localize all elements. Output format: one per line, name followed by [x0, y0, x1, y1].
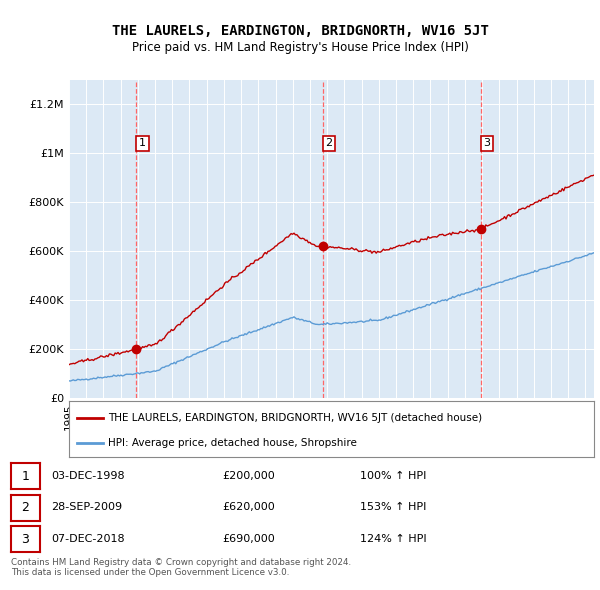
- Text: Contains HM Land Registry data © Crown copyright and database right 2024.
This d: Contains HM Land Registry data © Crown c…: [11, 558, 351, 577]
- Text: £620,000: £620,000: [222, 503, 275, 512]
- Text: 2: 2: [325, 139, 332, 148]
- Text: £690,000: £690,000: [222, 534, 275, 544]
- Text: 1: 1: [139, 139, 146, 148]
- Text: 153% ↑ HPI: 153% ↑ HPI: [360, 503, 427, 512]
- Text: 100% ↑ HPI: 100% ↑ HPI: [360, 471, 427, 481]
- Text: 124% ↑ HPI: 124% ↑ HPI: [360, 534, 427, 544]
- Text: £200,000: £200,000: [222, 471, 275, 481]
- Text: 3: 3: [21, 533, 29, 546]
- Text: 1: 1: [21, 470, 29, 483]
- Text: Price paid vs. HM Land Registry's House Price Index (HPI): Price paid vs. HM Land Registry's House …: [131, 41, 469, 54]
- Text: THE LAURELS, EARDINGTON, BRIDGNORTH, WV16 5JT (detached house): THE LAURELS, EARDINGTON, BRIDGNORTH, WV1…: [109, 413, 482, 423]
- Text: 3: 3: [484, 139, 490, 148]
- Text: 2: 2: [21, 502, 29, 514]
- Text: HPI: Average price, detached house, Shropshire: HPI: Average price, detached house, Shro…: [109, 438, 357, 448]
- Text: 07-DEC-2018: 07-DEC-2018: [51, 534, 125, 544]
- Text: THE LAURELS, EARDINGTON, BRIDGNORTH, WV16 5JT: THE LAURELS, EARDINGTON, BRIDGNORTH, WV1…: [112, 24, 488, 38]
- Text: 03-DEC-1998: 03-DEC-1998: [51, 471, 125, 481]
- Text: 28-SEP-2009: 28-SEP-2009: [51, 503, 122, 512]
